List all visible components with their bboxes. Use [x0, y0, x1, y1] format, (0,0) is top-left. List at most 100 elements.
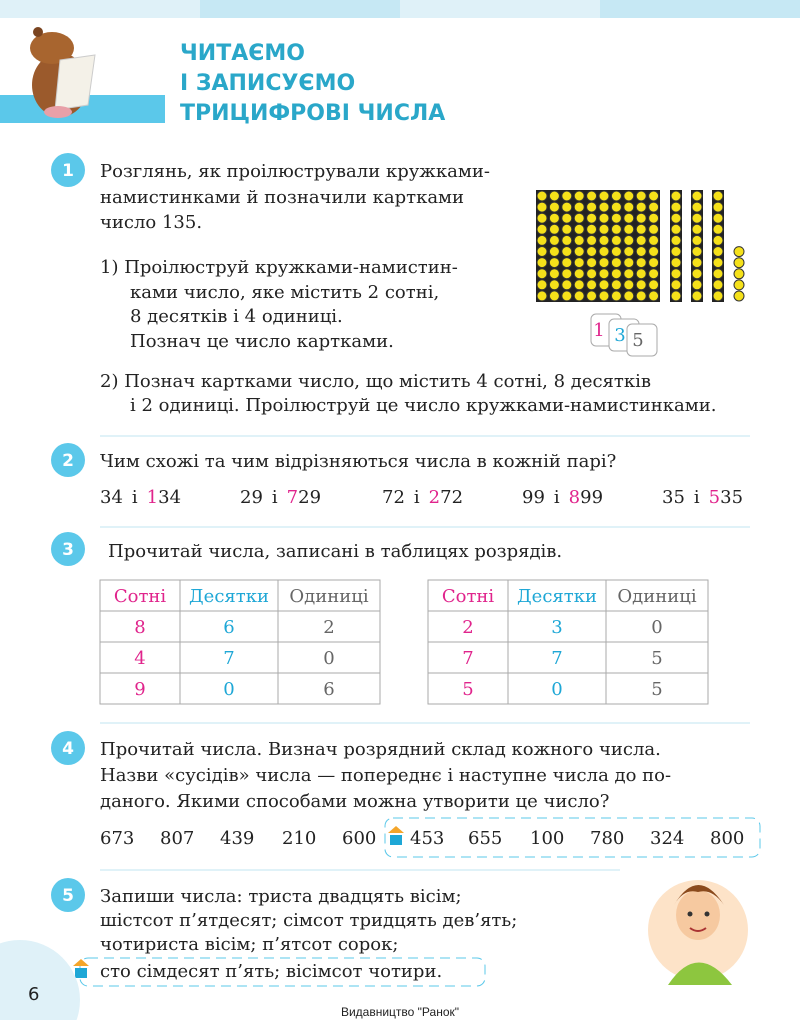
table-header: Сотні	[114, 586, 167, 607]
table-header: Десятки	[189, 586, 269, 607]
bead	[648, 268, 660, 280]
bead	[733, 290, 745, 302]
text-line: намистинками й позначили картками	[100, 187, 464, 208]
card-digit: 5	[632, 330, 643, 351]
text-line: даного. Якими способами можна утворити ц…	[100, 791, 609, 812]
text-line: 1) Проілюструй кружками-намистин-	[100, 257, 458, 278]
bead	[573, 257, 585, 269]
bead	[648, 212, 660, 224]
number: 100	[530, 828, 564, 849]
task-number: 2	[62, 451, 74, 471]
bead	[712, 223, 724, 235]
bead	[586, 212, 598, 224]
bead	[548, 257, 560, 269]
text-line: Чим схожі та чим відрізняються числа в к…	[100, 451, 616, 472]
bead	[623, 246, 635, 257]
bead	[573, 234, 585, 246]
pair-rest: 29	[298, 487, 321, 508]
bead	[691, 290, 703, 302]
number: 210	[282, 828, 316, 849]
bead	[548, 212, 560, 224]
bead	[733, 246, 745, 258]
bead	[598, 290, 610, 302]
table-cell: 6	[223, 617, 234, 638]
text-line: шістсот п’ятдесят; сімсот тридцять дев’я…	[100, 910, 517, 931]
bead	[712, 257, 724, 269]
bead	[598, 190, 610, 202]
bead	[536, 212, 548, 224]
bead	[648, 223, 660, 235]
table-cell: 2	[462, 617, 473, 638]
text-line: Запиши числа: триста двадцять вісім;	[100, 886, 462, 907]
bead	[598, 212, 610, 224]
bead	[610, 290, 622, 302]
bead	[536, 246, 548, 257]
title-line: ЧИТАЄМО	[180, 41, 305, 66]
text-line: 8 десятків і 4 одиниці.	[130, 306, 343, 327]
text-line: Назви «сусідів» числа — попереднє і наст…	[100, 765, 671, 786]
number-pair: 34 і 134	[100, 487, 181, 508]
text-line: і 2 одиниці. Проілюструй це число кружка…	[130, 395, 717, 416]
bead	[536, 190, 548, 202]
table-header: Сотні	[442, 586, 495, 607]
bead	[623, 201, 635, 213]
bead	[635, 268, 647, 280]
task-badge	[51, 153, 85, 187]
bead	[536, 223, 548, 235]
table-cell: 0	[323, 648, 334, 669]
pair-left: 29	[240, 487, 263, 508]
bead	[573, 290, 585, 302]
number-card	[626, 323, 658, 357]
bead	[712, 279, 724, 291]
bead	[623, 190, 635, 202]
bead	[610, 223, 622, 235]
text-line: число 135.	[100, 212, 202, 233]
bead	[648, 290, 660, 302]
bead	[623, 290, 635, 302]
task-number: 4	[62, 739, 74, 759]
text-line: Познач це число картками.	[130, 331, 394, 352]
bead	[610, 201, 622, 213]
pair-left: 34	[100, 487, 123, 508]
bead	[635, 279, 647, 291]
pair-highlight: 1	[147, 487, 158, 508]
title-line: ТРИЦИФРОВІ ЧИСЛА	[180, 101, 445, 126]
table-header: Десятки	[517, 586, 597, 607]
table-cell: 5	[651, 648, 662, 669]
table-cell: 7	[223, 648, 234, 669]
pair-highlight: 2	[429, 487, 440, 508]
bead	[623, 212, 635, 224]
bead	[561, 212, 573, 224]
bead	[712, 246, 724, 257]
bead	[561, 290, 573, 302]
bead	[635, 201, 647, 213]
bead	[691, 190, 703, 202]
bead	[691, 223, 703, 235]
pair-conj: і	[414, 487, 420, 508]
table-cell: 8	[134, 617, 145, 638]
bead	[610, 268, 622, 280]
bead	[670, 257, 682, 269]
title-line: І ЗАПИСУЄМО	[180, 71, 355, 96]
strip	[200, 0, 400, 18]
bead	[635, 257, 647, 269]
bead	[648, 246, 660, 257]
bead	[598, 257, 610, 269]
bead	[598, 279, 610, 291]
bead	[623, 234, 635, 246]
table-cell: 0	[223, 679, 234, 700]
pair-rest: 35	[720, 487, 743, 508]
bead	[712, 234, 724, 246]
strip	[0, 0, 200, 18]
number-pair: 99 і 899	[522, 487, 603, 508]
bead	[598, 223, 610, 235]
bead	[623, 279, 635, 291]
pair-rest: 72	[440, 487, 463, 508]
bead	[586, 257, 598, 269]
text-line: ками число, яке містить 2 сотні,	[130, 282, 439, 303]
number: 439	[220, 828, 254, 849]
task-badge	[51, 443, 85, 477]
bead	[573, 223, 585, 235]
bead	[691, 246, 703, 257]
table-cell: 2	[323, 617, 334, 638]
